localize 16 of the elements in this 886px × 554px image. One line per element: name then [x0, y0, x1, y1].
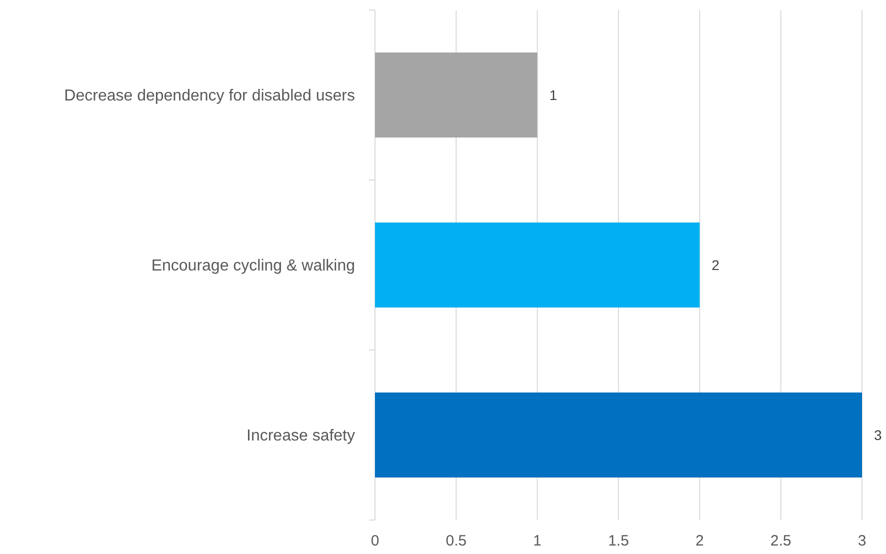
x-tick-label: 0.5 [446, 532, 467, 550]
x-tick-label: 1.5 [608, 532, 629, 550]
x-tick-label: 2.5 [770, 532, 792, 550]
x-tick-label: 1 [533, 532, 542, 550]
data-label: 1 [549, 86, 558, 103]
y-tick-label: Increase safety [246, 428, 355, 445]
x-tick-label: 2 [695, 532, 704, 550]
bar [375, 52, 538, 138]
y-tick-label: Encourage cycling & walking [151, 258, 355, 275]
x-tick-label: 3 [858, 532, 866, 550]
y-tick-label: Decrease dependency for disabled users [64, 88, 355, 105]
bar [375, 392, 862, 478]
data-label: 2 [712, 256, 720, 273]
data-label: 3 [874, 426, 882, 443]
bar [375, 222, 700, 308]
x-tick-label: 0 [370, 532, 380, 550]
